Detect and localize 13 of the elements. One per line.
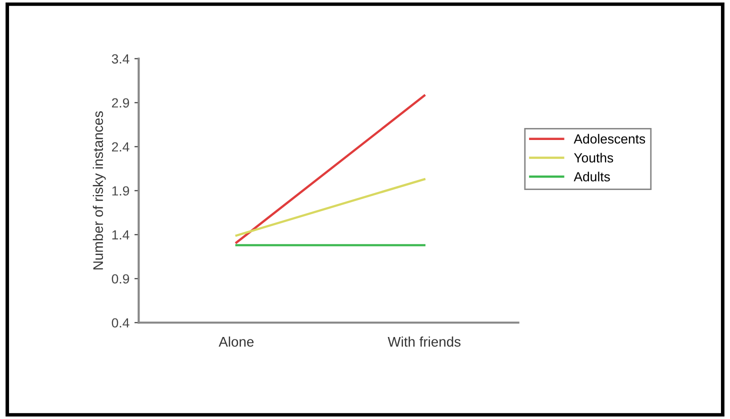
y-axis-title: Number of risky instances bbox=[92, 111, 106, 270]
y-tick-label: 0.9 bbox=[112, 274, 130, 284]
y-tick-label: 3.4 bbox=[112, 54, 130, 64]
legend-label: Adolescents bbox=[574, 134, 646, 144]
y-tick-label: 2.9 bbox=[112, 98, 130, 108]
legend-label: Adults bbox=[574, 172, 610, 182]
y-tick-label: 1.4 bbox=[112, 230, 130, 240]
y-tick-label: 2.4 bbox=[112, 142, 130, 152]
y-tick-label: 1.9 bbox=[112, 186, 130, 196]
legend-label: Youths bbox=[574, 152, 614, 163]
y-tick-label: 0.4 bbox=[112, 318, 130, 328]
x-tick-label: Alone bbox=[218, 336, 254, 347]
x-tick-label: With friends bbox=[388, 336, 460, 347]
